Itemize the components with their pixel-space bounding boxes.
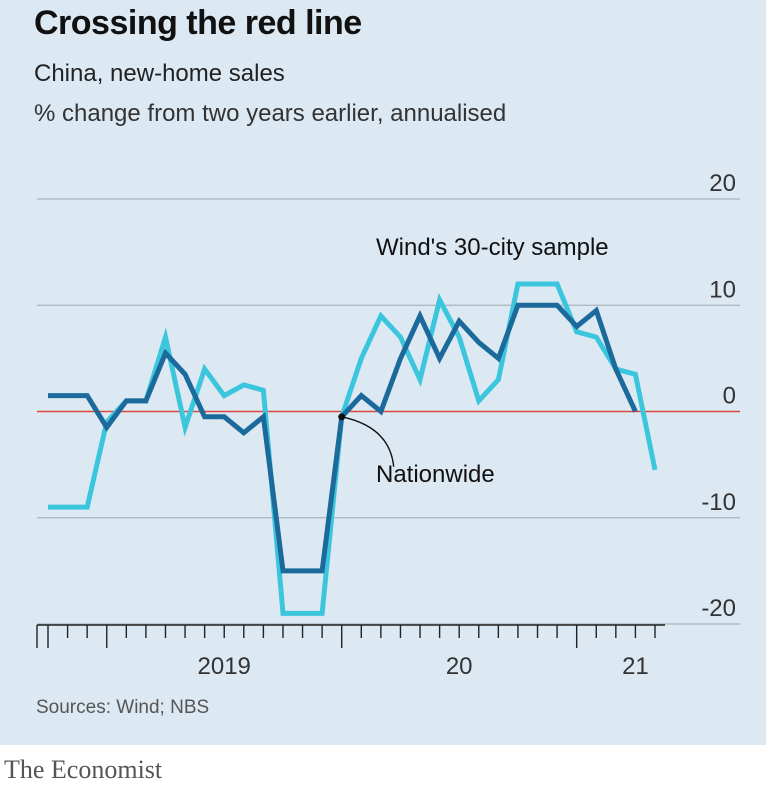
- annotations: Wind's 30-city sample Nationwide: [338, 234, 609, 488]
- annotation-leader: [341, 416, 395, 467]
- gridlines: [37, 198, 740, 625]
- x-tick-label: 21: [622, 653, 649, 680]
- y-tick-label: 10: [709, 276, 736, 303]
- nationwide-series-label: Nationwide: [376, 461, 495, 488]
- brand-logo: The Economist: [4, 755, 163, 784]
- series-line-wind: [48, 281, 658, 616]
- wind-series-label: Wind's 30-city sample: [376, 234, 609, 261]
- x-tick-label: 2019: [198, 653, 251, 680]
- x-tick-label: 20: [446, 653, 473, 680]
- chart-title: Crossing the red line: [34, 4, 362, 42]
- source-note: Sources: Wind; NBS: [36, 697, 210, 718]
- y-tick-label: 20: [709, 170, 736, 197]
- y-tick-label: 0: [723, 383, 736, 410]
- y-tick-labels: 20 10 0 -10 -20: [701, 170, 736, 622]
- unit-label: % change from two years earlier, annuali…: [34, 100, 507, 127]
- chart-panel: [0, 0, 766, 745]
- x-axis: 2019 20 21: [36, 624, 665, 680]
- y-tick-label: -10: [701, 489, 736, 516]
- y-tick-label: -20: [701, 595, 736, 622]
- series-lines: [48, 281, 658, 616]
- chart-subtitle: China, new-home sales: [34, 60, 285, 87]
- line-chart: 20 10 0 -10 -20 2019 20 21 Wind's 30-city samp…: [36, 170, 740, 680]
